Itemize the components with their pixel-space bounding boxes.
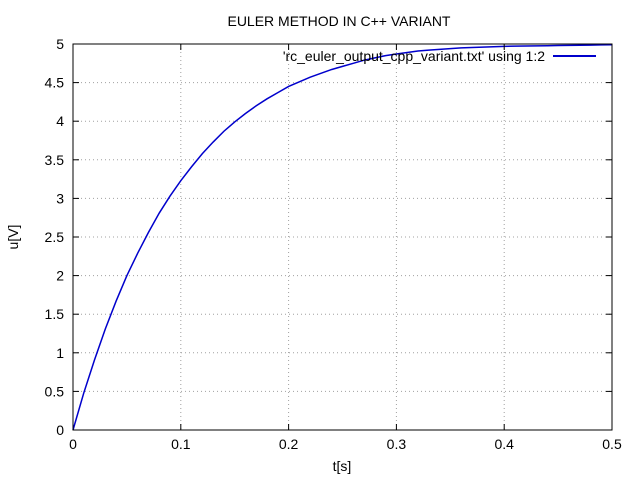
y-tick-label: 5 — [56, 36, 64, 52]
grid — [73, 44, 612, 430]
y-tick-label: 2 — [56, 268, 64, 284]
ticks: 0 0.1 0.2 0.3 0.4 0.5 0 0.5 1 1.5 2 2.5 3 3.5 4 4.5 5 — [45, 36, 622, 452]
x-axis-label: t[s] — [333, 458, 352, 474]
y-tick-label: 2.5 — [45, 229, 65, 245]
y-tick-label: 3.5 — [45, 152, 65, 168]
chart-title: EULER METHOD IN C++ VARIANT — [227, 13, 450, 29]
y-tick-label: 0.5 — [45, 383, 65, 399]
y-tick-label: 4 — [56, 113, 64, 129]
legend: 'rc_euler_output_cpp_variant.txt' using … — [283, 48, 596, 64]
y-tick-label: 3 — [56, 190, 64, 206]
y-tick-label: 1.5 — [45, 306, 65, 322]
y-tick-label: 4.5 — [45, 75, 65, 91]
y-tick-label: 0 — [56, 422, 64, 438]
series-line — [72, 44, 613, 431]
x-tick-label: 0.5 — [602, 436, 622, 452]
y-axis-label: u[V] — [5, 225, 21, 250]
series-layer — [72, 44, 613, 431]
x-tick-label: 0.2 — [279, 436, 299, 452]
x-tick-label: 0 — [69, 436, 77, 452]
x-tick-label: 0.3 — [387, 436, 407, 452]
legend-label: 'rc_euler_output_cpp_variant.txt' using … — [283, 48, 545, 64]
y-tick-label: 1 — [56, 345, 64, 361]
x-tick-label: 0.1 — [171, 436, 191, 452]
x-tick-label: 0.4 — [494, 436, 514, 452]
